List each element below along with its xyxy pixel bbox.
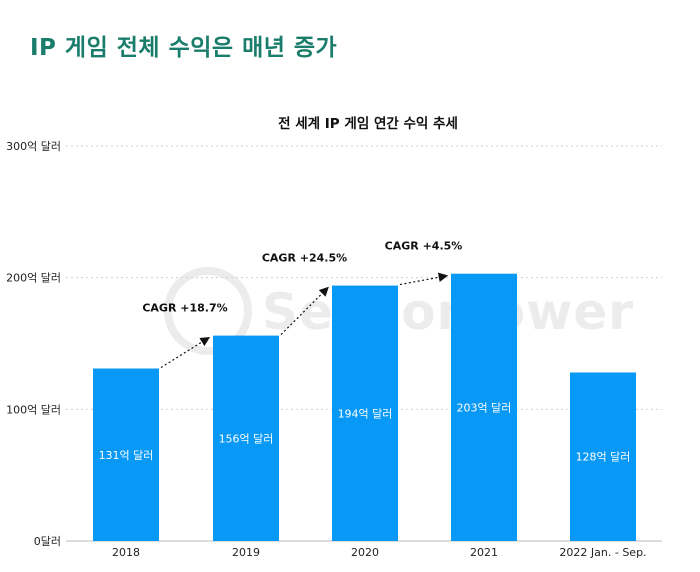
watermark-logo-icon xyxy=(164,267,252,355)
cagr-arrow xyxy=(160,336,211,369)
cagr-arrow xyxy=(399,272,449,286)
bar xyxy=(93,368,159,541)
bar-value-label: 194억 달러 xyxy=(338,407,393,420)
cagr-arrow xyxy=(280,286,329,336)
cagr-label: CAGR +4.5% xyxy=(385,240,463,253)
grid: 0달러 100억 달러 200억 달러 300억 달러 xyxy=(6,140,662,548)
page-title: IP 게임 전체 수익은 매년 증가 xyxy=(30,35,338,61)
x-tick-label: 2020 xyxy=(351,546,379,559)
y-tick-label: 0달러 xyxy=(34,535,61,548)
chart-title: 전 세계 IP 게임 연간 수익 추세 xyxy=(278,115,458,132)
x-axis-labels: 2018 2019 2020 2021 2022 Jan. - Sep. xyxy=(112,546,647,559)
cagr-label: CAGR +18.7% xyxy=(142,302,227,315)
y-tick-label: 100억 달러 xyxy=(6,403,61,416)
bar-value-label: 131억 달러 xyxy=(99,449,154,462)
y-tick-label: 300억 달러 xyxy=(6,140,61,153)
cagr-label: CAGR +24.5% xyxy=(262,252,347,265)
bars: 131억 달러 156억 달러 194억 달러 203억 달러 128억 달러 xyxy=(93,273,636,541)
x-tick-label: 2019 xyxy=(232,546,260,559)
bar-value-label: 128억 달러 xyxy=(576,451,631,464)
bar xyxy=(332,285,398,541)
x-tick-label: 2018 xyxy=(112,546,140,559)
x-tick-label: 2021 xyxy=(470,546,498,559)
watermark-text: SensorTower xyxy=(262,283,634,341)
cagr-annotations: CAGR +18.7% CAGR +24.5% CAGR +4.5% xyxy=(142,240,463,369)
bar xyxy=(213,335,279,541)
y-tick-label: 200억 달러 xyxy=(6,272,61,285)
bar-value-label: 203억 달러 xyxy=(457,401,512,414)
bar xyxy=(570,372,636,541)
x-tick-label: 2022 Jan. - Sep. xyxy=(559,546,646,559)
bar xyxy=(451,273,517,541)
bar-value-label: 156억 달러 xyxy=(219,432,274,445)
